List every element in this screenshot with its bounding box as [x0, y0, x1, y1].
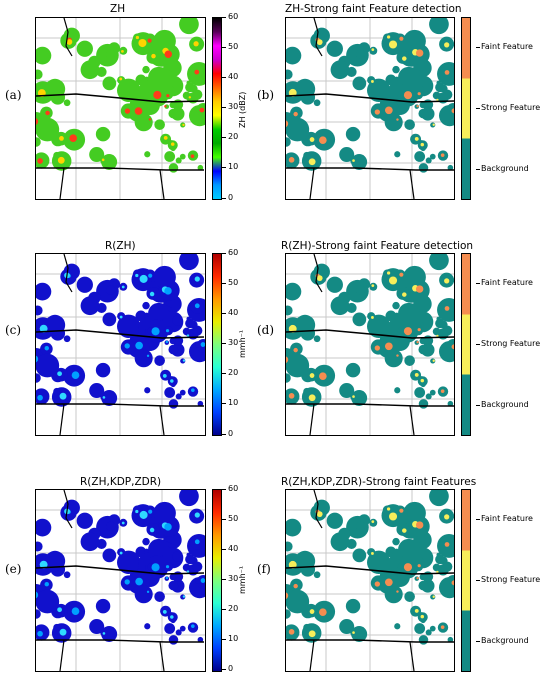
- class-label-strong: Strong Feature: [475, 339, 541, 348]
- tick: 60: [221, 248, 239, 257]
- tick: 0: [221, 429, 234, 438]
- tick: 60: [221, 12, 239, 21]
- title-r-zh-features: R(ZH)-Strong faint Feature detection: [281, 240, 474, 252]
- colorbar-r-zh-kdp-zdr-label: mmh⁻¹: [238, 565, 247, 594]
- panel-letter-a: (a): [5, 88, 22, 102]
- tick: 40: [221, 308, 239, 317]
- class-label-faint: Faint Feature: [476, 514, 533, 523]
- class-label-faint: Faint Feature: [476, 278, 533, 287]
- class-colorbar-d: [461, 253, 471, 436]
- tick: 20: [221, 132, 239, 141]
- tick: 30: [221, 102, 239, 111]
- tick: 20: [221, 604, 239, 613]
- tick: 10: [221, 398, 239, 407]
- tick: 40: [221, 72, 239, 81]
- colorbar-r-zh-label: mmh⁻¹: [238, 329, 247, 358]
- class-label-strong: Strong Feature: [475, 575, 541, 584]
- tick: 50: [221, 278, 239, 287]
- colorbar-zh-label: ZH (dBZ): [238, 91, 247, 128]
- colorbar-r-zh-kdp-zdr: [212, 489, 222, 672]
- class-label-background: Background: [476, 636, 529, 645]
- tick: 30: [221, 338, 239, 347]
- title-zh: ZH: [110, 3, 126, 15]
- tick: 60: [221, 484, 239, 493]
- map-zh: [35, 17, 206, 200]
- colorbar-zh: [212, 17, 222, 200]
- tick: 50: [221, 42, 239, 51]
- class-colorbar-f: [461, 489, 471, 672]
- class-label-background: Background: [476, 400, 529, 409]
- map-r-zh-features: [285, 253, 455, 436]
- panel-letter-d: (d): [257, 323, 275, 337]
- tick: 0: [221, 193, 234, 202]
- colorbar-r-zh: [212, 253, 222, 436]
- title-r-zh: R(ZH): [105, 240, 136, 252]
- tick: 10: [221, 634, 239, 643]
- tick: 50: [221, 514, 239, 523]
- map-r-zh-kdp-zdr: [35, 489, 206, 672]
- class-label-strong: Strong Feature: [475, 103, 541, 112]
- title-r-zh-kdp-zdr: R(ZH,KDP,ZDR): [80, 476, 162, 488]
- title-zh-features: ZH-Strong faint Feature detection: [285, 3, 462, 15]
- panel-letter-e: (e): [5, 562, 22, 576]
- class-label-background: Background: [476, 164, 529, 173]
- panel-letter-c: (c): [5, 323, 22, 337]
- tick: 30: [221, 574, 239, 583]
- tick: 10: [221, 162, 239, 171]
- panel-letter-f: (f): [257, 562, 271, 576]
- tick: 40: [221, 544, 239, 553]
- tick: 20: [221, 368, 239, 377]
- map-r-zh-kdp-zdr-features: [285, 489, 455, 672]
- title-r-zh-kdp-zdr-features: R(ZH,KDP,ZDR)-Strong faint Features: [281, 476, 477, 488]
- class-colorbar-b: [461, 17, 471, 200]
- map-r-zh: [35, 253, 206, 436]
- map-zh-features: [285, 17, 455, 200]
- tick: 0: [221, 664, 234, 673]
- panel-letter-b: (b): [257, 88, 275, 102]
- class-label-faint: Faint Feature: [476, 42, 533, 51]
